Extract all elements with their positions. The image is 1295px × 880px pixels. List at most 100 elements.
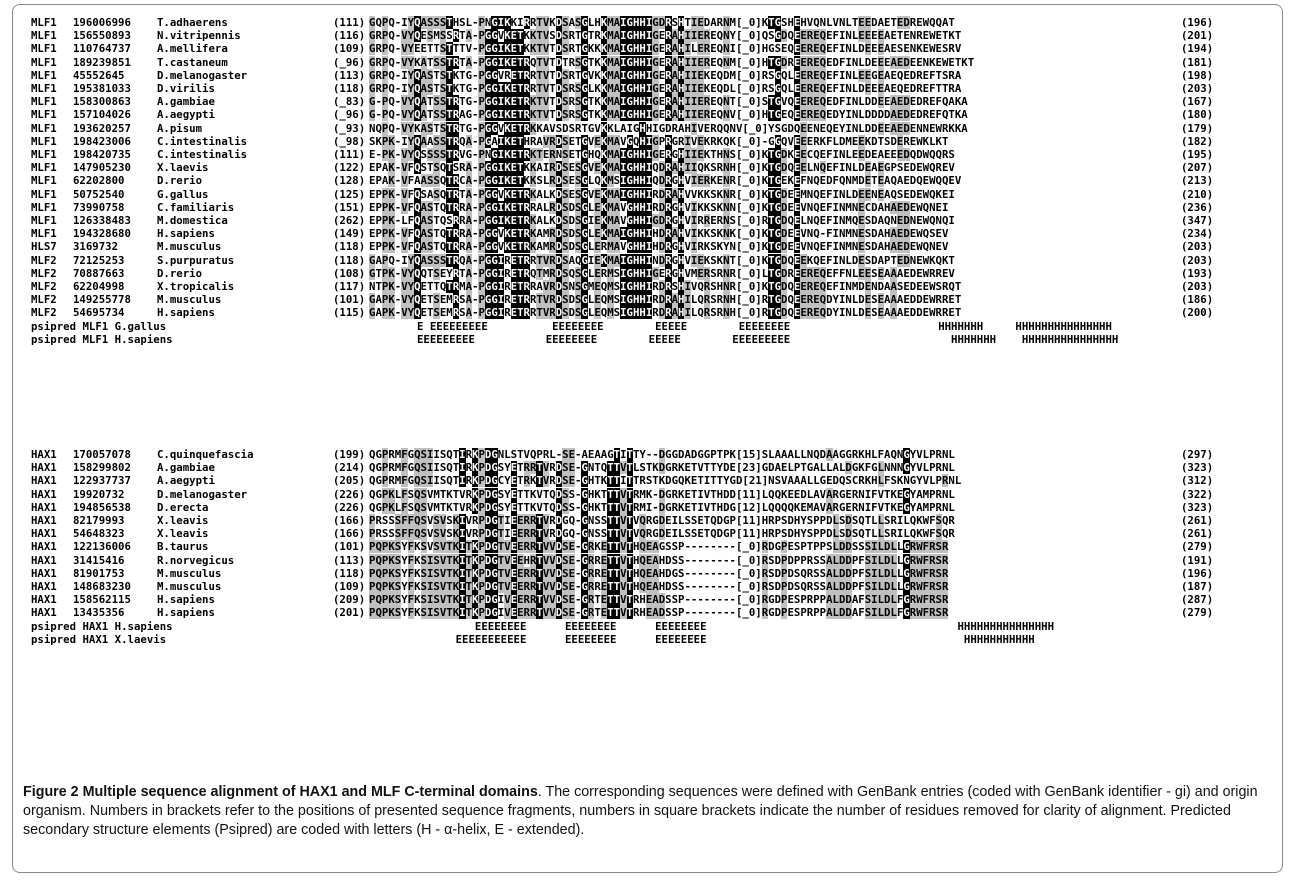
organism: N.vitripennis (157, 29, 241, 43)
figure-caption: Figure 2 Multiple sequence alignment of … (23, 783, 1273, 840)
end-position: (196) (1181, 16, 1214, 29)
end-position: (203) (1181, 280, 1214, 293)
end-position: (203) (1181, 82, 1214, 95)
organism: D.melanogaster (157, 68, 248, 82)
end-position: (279) (1181, 606, 1214, 620)
organism: A.aegypti (157, 108, 215, 122)
genbank-gi: 70887663 (73, 266, 125, 280)
end-position: (193) (1181, 266, 1214, 280)
protein-id: HAX1 (31, 461, 57, 475)
organism: D.rerio (157, 174, 203, 188)
organism: X.tropicalis (157, 280, 235, 293)
genbank-gi: 122136006 (73, 540, 131, 554)
end-position: (322) (1181, 487, 1214, 501)
start-position: (113) (333, 68, 366, 82)
protein-id: MLF2 (31, 253, 57, 267)
genbank-gi: 157104026 (73, 108, 131, 122)
sequence: GAPK-VYQETSEMRSA-PGGIRETRRTVRDSDSGLEQMSI… (369, 293, 962, 307)
end-position: (200) (1181, 306, 1214, 320)
start-position: (117) (333, 280, 366, 293)
protein-id: HAX1 (31, 487, 57, 501)
protein-id: MLF1 (31, 95, 57, 109)
start-position: (108) (333, 266, 366, 280)
protein-id: HLS7 (31, 240, 57, 254)
figure-title: Multiple sequence alignment of HAX1 and … (82, 784, 538, 800)
genbank-gi: 19920732 (73, 487, 125, 501)
sequence: PQPKSYFKSVSVTKITKPDGTVEERRTVVDSE-GRKETTV… (369, 540, 949, 554)
sequence: NQPQ-VYKASTSTRTG-PGGVKETRKKAVSDSRTGVKKLA… (369, 121, 968, 135)
secondary-structure: EEEEEEEE EEEEEEEE EEEEEEEE HHHHHHHHHHHHH… (417, 619, 1055, 633)
organism: C.intestinalis (157, 134, 248, 148)
organism: X.leavis (157, 514, 209, 527)
end-position: (279) (1181, 540, 1214, 554)
start-position: (205) (333, 474, 366, 488)
genbank-gi: 195381033 (73, 82, 131, 95)
start-position: (209) (333, 593, 366, 607)
secondary-structure: EEEEEEEEEEE EEEEEEEE EEEEEEEE HHHHHHHHHH… (417, 632, 1035, 646)
sequence: EPPK-VFQSASQTRTA-PGGVKETRKALKDSESGVEKMAI… (369, 187, 955, 201)
end-position: (198) (1181, 68, 1214, 82)
genbank-gi: 122937737 (73, 474, 131, 488)
end-position: (261) (1181, 514, 1214, 527)
start-position: (214) (333, 461, 366, 475)
sequence: EPPK-LFQASTQSRRA-PGGIKETRKALKDSDSGIEKMAV… (369, 214, 955, 227)
genbank-gi: 54695734 (73, 306, 125, 320)
end-position: (186) (1181, 293, 1214, 307)
psipred-label: psipred HAX1 H.sapiens (31, 619, 173, 633)
sequence: QGPKLFSQSVMTKTVRKPDGSYETTKVTQDSS-GHKTTTV… (369, 500, 955, 514)
protein-id: MLF2 (31, 280, 57, 293)
protein-id: HAX1 (31, 553, 57, 567)
genbank-gi: 126338483 (73, 214, 131, 227)
secondary-structure: E EEEEEEEEE EEEEEEEE EEEEE EEEEEEEE HHHH… (417, 319, 1112, 333)
sequence: PQPKSYFKSISVTKITKPDGIVEERRTVVDSE-GRTETTV… (369, 606, 949, 620)
sequence: QGPKLFSQSVMTKTVRKPDGSYETTKVTQDSS-GHKTTTV… (369, 487, 955, 501)
genbank-gi: 110764737 (73, 42, 131, 56)
end-position: (287) (1181, 593, 1214, 607)
protein-id: MLF1 (31, 148, 57, 161)
start-position: (199) (333, 448, 366, 461)
organism: C.quinquefascia (157, 448, 254, 461)
figure-label: Figure 2 (23, 784, 79, 800)
protein-id: MLF1 (31, 214, 57, 227)
sequence: NTPK-VYQETTQTRMA-PGGIRETRRAVRDSNSGMEQMSI… (369, 280, 962, 293)
sequence: QGPRMFGQSIISQTIRKPDGCYETRKTVRDSE-GHTKTTI… (369, 474, 962, 488)
sequence: G-PQ-VYQATSSTRTG-PGGIKETRKTVTDSRSGTKKMAI… (369, 95, 968, 109)
start-position: (113) (333, 553, 366, 567)
organism: D.rerio (157, 266, 203, 280)
protein-id: MLF1 (31, 29, 57, 43)
sequence: EPAK-VFQSTSQTSRA-PGGIKETKKAIRDSESGVEKMAI… (369, 161, 955, 175)
genbank-gi: 194856538 (73, 500, 131, 514)
end-position: (187) (1181, 580, 1214, 593)
protein-id: MLF2 (31, 306, 57, 320)
genbank-gi: 158300863 (73, 95, 131, 109)
sequence: GQPQ-IYQASSSTHSL-PNGIKKIRRTVKDSASGLHKMAI… (369, 16, 955, 29)
organism: X.laevis (157, 161, 209, 175)
protein-id: HAX1 (31, 448, 57, 461)
organism: H.sapiens (157, 306, 215, 320)
genbank-gi: 189239851 (73, 55, 131, 69)
start-position: (262) (333, 214, 366, 227)
organism: G.gallus (157, 187, 209, 201)
protein-id: HAX1 (31, 540, 57, 554)
genbank-gi: 158562115 (73, 593, 131, 607)
genbank-gi: 198423006 (73, 134, 131, 148)
genbank-gi: 149255778 (73, 293, 131, 307)
end-position: (167) (1181, 95, 1214, 109)
psipred-label: psipred MLF1 H.sapiens (31, 332, 173, 346)
sequence: GRPQ-VYEETTSTTTV-PGGIKETKKTVTDSRTGKKKMAI… (369, 42, 962, 56)
end-position: (323) (1181, 500, 1214, 514)
genbank-gi: 3169732 (73, 240, 119, 254)
end-position: (194) (1181, 42, 1214, 56)
end-position: (323) (1181, 461, 1214, 475)
organism: T.adhaerens (157, 16, 228, 29)
sequence: PRSSSFFQSVSVSKIVRPDGTIEERRTVRDGQ-GNSSTTV… (369, 527, 955, 541)
end-position: (201) (1181, 29, 1214, 43)
end-position: (196) (1181, 566, 1214, 580)
end-position: (297) (1181, 448, 1214, 461)
start-position: (118) (333, 82, 366, 95)
sequence: SKPK-IYQAASSTRQA-PGAIKETHRAVRDSETGVEKMAV… (369, 134, 949, 148)
protein-id: MLF1 (31, 42, 57, 56)
protein-id: HAX1 (31, 474, 57, 488)
end-position: (191) (1181, 553, 1214, 567)
psipred-label: psipred MLF1 G.gallus (31, 319, 167, 333)
